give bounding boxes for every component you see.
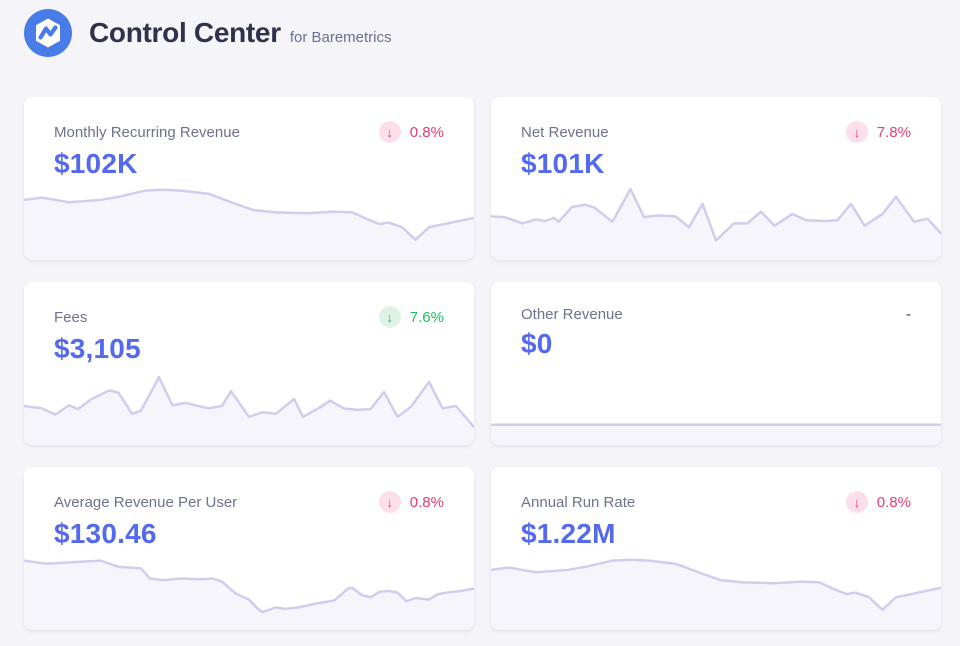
change-value: -	[906, 306, 911, 323]
metric-label: Average Revenue Per User	[54, 493, 238, 511]
change-value: 0.8%	[409, 493, 444, 511]
change-badge: ↓ 0.8%	[845, 491, 911, 513]
sparkline-chart	[491, 367, 941, 445]
change-value: 7.8%	[876, 123, 911, 141]
sparkline-chart	[491, 552, 941, 630]
metric-value: $3,105	[54, 333, 141, 364]
change-badge: ↓ 7.6%	[378, 306, 444, 328]
metric-card-fees[interactable]: Fees ↓ 7.6% $3,105	[24, 282, 474, 445]
metric-card-net-revenue[interactable]: Net Revenue ↓ 7.8% $101K	[491, 97, 941, 260]
sparkline-chart	[24, 182, 474, 260]
metric-value: $1.22M	[521, 518, 616, 549]
change-badge: ↓ 0.8%	[378, 491, 444, 513]
card-header: Net Revenue ↓ 7.8%	[491, 97, 941, 143]
card-header: Fees ↓ 7.6%	[24, 282, 474, 328]
change-value: 7.6%	[409, 308, 444, 326]
sparkline-chart	[24, 552, 474, 630]
arrow-down-icon: ↓	[845, 121, 868, 143]
card-header: Annual Run Rate ↓ 0.8%	[491, 467, 941, 513]
sparkline-chart	[491, 182, 941, 260]
app-header: Control Center for Baremetrics	[0, 0, 960, 57]
sparkline-chart	[24, 367, 474, 445]
header-title-group: Control Center for Baremetrics	[89, 17, 392, 49]
metric-label: Monthly Recurring Revenue	[54, 123, 240, 141]
metric-card-monthly-recurring-revenue[interactable]: Monthly Recurring Revenue ↓ 0.8% $102K	[24, 97, 474, 260]
arrow-down-icon: ↓	[378, 306, 401, 328]
metric-label: Annual Run Rate	[521, 493, 636, 511]
arrow-down-icon: ↓	[378, 491, 401, 513]
metric-label: Net Revenue	[521, 123, 609, 141]
metric-label: Other Revenue	[521, 306, 623, 323]
metric-value: $102K	[54, 148, 138, 179]
arrow-down-icon: ↓	[845, 491, 868, 513]
metrics-grid: Monthly Recurring Revenue ↓ 0.8% $102K N…	[24, 97, 941, 630]
change-value: 0.8%	[409, 123, 444, 141]
change-badge: ↓ 7.8%	[845, 121, 911, 143]
metric-value: $130.46	[54, 518, 157, 549]
metric-card-annual-run-rate[interactable]: Annual Run Rate ↓ 0.8% $1.22M	[491, 467, 941, 630]
card-header: Average Revenue Per User ↓ 0.8%	[24, 467, 474, 513]
metric-value: $101K	[521, 148, 605, 179]
metric-card-other-revenue[interactable]: Other Revenue - $0	[491, 282, 941, 445]
change-value: 0.8%	[876, 493, 911, 511]
page-subtitle: for Baremetrics	[289, 29, 392, 46]
card-header: Other Revenue -	[491, 282, 941, 323]
change-badge: -	[906, 306, 911, 323]
metric-value: $0	[521, 328, 553, 359]
card-header: Monthly Recurring Revenue ↓ 0.8%	[24, 97, 474, 143]
metric-card-average-revenue-per-user[interactable]: Average Revenue Per User ↓ 0.8% $130.46	[24, 467, 474, 630]
page-title: Control Center	[89, 17, 281, 48]
metric-label: Fees	[54, 308, 88, 326]
change-badge: ↓ 0.8%	[378, 121, 444, 143]
arrow-down-icon: ↓	[378, 121, 401, 143]
baremetrics-logo-icon	[24, 9, 72, 57]
